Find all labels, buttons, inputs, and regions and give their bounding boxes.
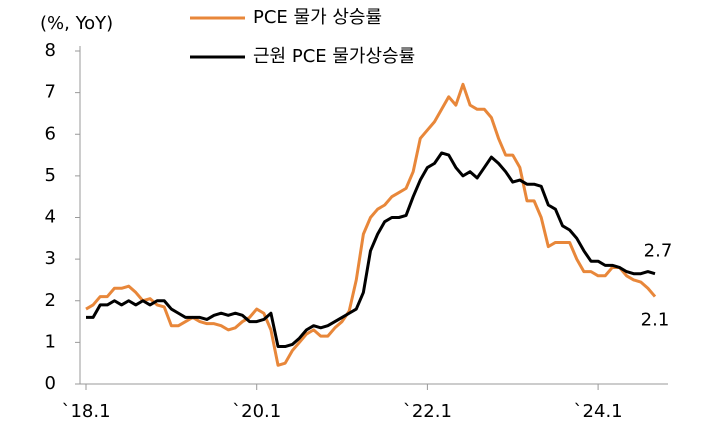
y-tick-label: 6 xyxy=(45,123,56,144)
y-tick-label: 0 xyxy=(45,373,56,394)
y-axis-label: (%, YoY) xyxy=(40,13,113,34)
x-tick-label: `18.1 xyxy=(61,401,110,422)
y-tick-label: 4 xyxy=(45,207,56,228)
series-line xyxy=(86,151,656,349)
x-tick-label: `22.1 xyxy=(403,401,452,422)
legend-label: 근원 PCE 물가상승률 xyxy=(253,46,415,67)
x-tick-label: `24.1 xyxy=(574,401,623,422)
y-tick-label: 7 xyxy=(45,82,56,103)
y-tick-label: 2 xyxy=(45,290,56,311)
y-tick-label: 5 xyxy=(45,165,56,186)
annotation: 2.1 xyxy=(641,310,670,331)
y-tick-label: 1 xyxy=(45,331,56,352)
y-tick-label: 8 xyxy=(45,40,56,61)
y-tick-label: 3 xyxy=(45,248,56,269)
legend-label: PCE 물가 상승률 xyxy=(253,7,382,28)
annotation: 2.7 xyxy=(644,241,673,262)
series-line xyxy=(85,82,657,367)
x-tick-label: `20.1 xyxy=(232,401,281,422)
